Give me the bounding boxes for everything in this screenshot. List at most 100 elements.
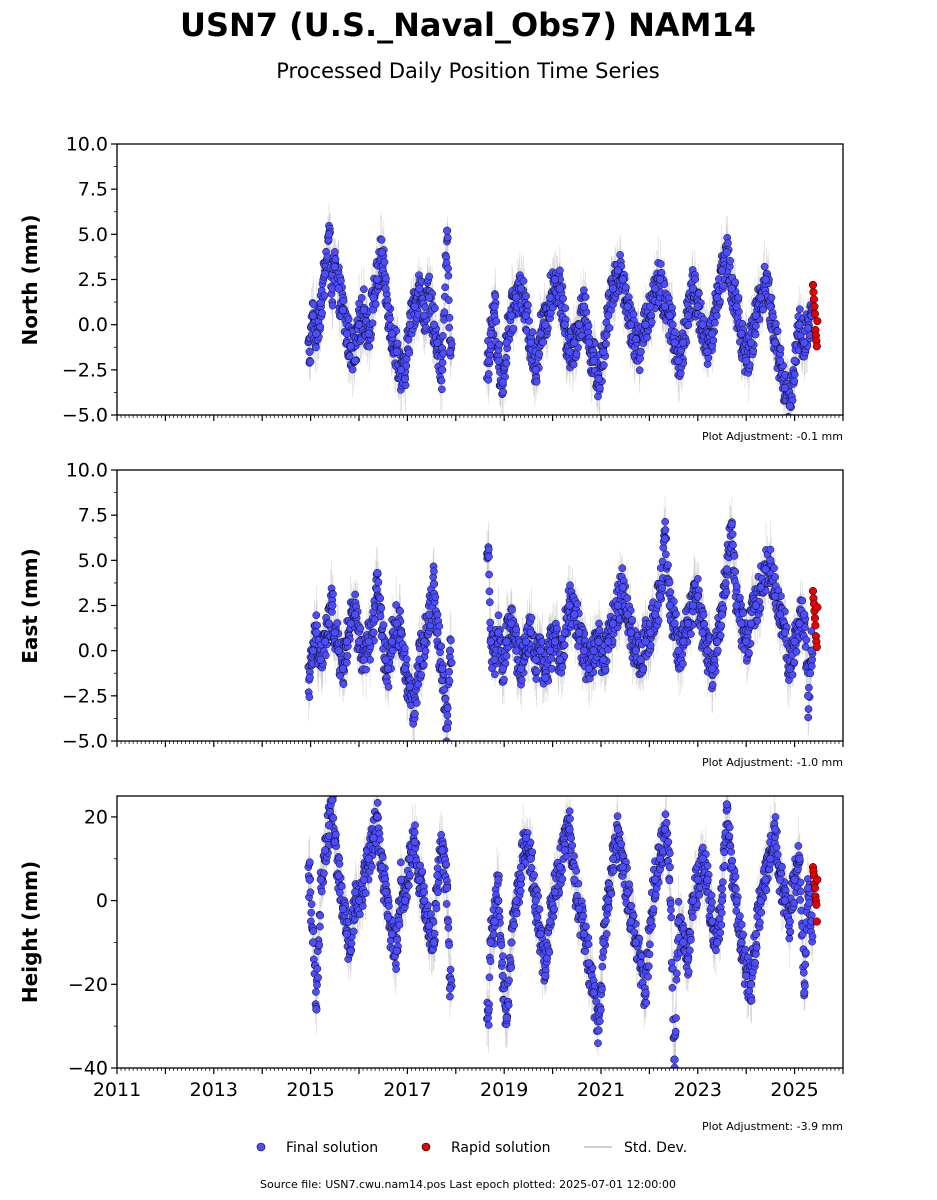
final-point	[526, 338, 535, 347]
final-point	[499, 388, 508, 396]
final-point	[484, 356, 493, 365]
final-point	[345, 352, 354, 360]
final-point	[360, 285, 368, 294]
final-point	[665, 311, 674, 320]
final-point	[717, 266, 727, 275]
final-point	[351, 356, 360, 365]
final-point	[618, 275, 627, 284]
final-point	[359, 306, 368, 315]
north-panel: North (mm) Plot Adjustment: -0.1 mm 10.0…	[18, 134, 844, 443]
final-point	[308, 311, 318, 320]
final-point	[674, 356, 683, 365]
final-point	[410, 302, 419, 311]
final-point	[316, 298, 325, 308]
final-point	[560, 641, 569, 649]
final-point	[709, 336, 718, 345]
final-point	[609, 284, 618, 293]
final-point	[599, 361, 608, 369]
final-point	[668, 320, 677, 329]
final-point	[498, 378, 507, 387]
final-point	[756, 293, 765, 302]
final-point	[414, 680, 423, 689]
final-point	[712, 311, 721, 320]
final-point	[502, 359, 511, 368]
final-point	[558, 663, 567, 671]
final-point	[769, 312, 777, 321]
final-point	[324, 230, 334, 239]
final-point	[380, 258, 389, 266]
final-point	[679, 338, 688, 347]
final-point	[369, 293, 378, 302]
final-point	[305, 347, 314, 356]
final-point	[438, 385, 446, 394]
rapid-point	[808, 280, 818, 289]
final-point	[569, 360, 578, 369]
final-point	[437, 642, 445, 651]
final-point	[759, 305, 767, 314]
final-point	[447, 636, 455, 645]
final-point	[334, 284, 343, 293]
final-point	[584, 338, 593, 347]
final-point	[724, 239, 732, 247]
final-point	[512, 293, 521, 302]
final-point	[348, 365, 357, 374]
final-point	[421, 303, 430, 312]
final-point	[374, 578, 383, 587]
final-point	[561, 304, 570, 312]
final-point	[684, 311, 693, 320]
final-point	[494, 356, 503, 365]
final-point	[790, 377, 799, 385]
final-point	[626, 320, 636, 329]
final-point	[772, 319, 780, 328]
final-point	[316, 323, 325, 331]
final-point	[760, 262, 769, 271]
final-point	[376, 612, 385, 621]
final-point	[573, 600, 582, 608]
final-point	[566, 581, 574, 590]
final-point	[431, 304, 439, 313]
final-point	[539, 338, 547, 347]
final-point	[771, 338, 780, 347]
final-point	[344, 315, 353, 324]
y-axis: 10.0 7.5 5.0 2.5 0.0 −2.5 −5.0	[62, 134, 117, 427]
final-point	[636, 347, 645, 356]
final-point	[447, 340, 456, 348]
final-point	[605, 324, 614, 332]
rapid-point	[813, 317, 822, 326]
final-point	[500, 675, 508, 684]
final-point	[594, 374, 603, 383]
final-point	[575, 320, 584, 329]
final-point	[321, 270, 330, 279]
final-point	[441, 695, 450, 703]
final-point	[671, 328, 679, 336]
final-point	[776, 356, 785, 365]
final-point	[618, 564, 627, 573]
plot-area	[304, 497, 822, 741]
final-point	[507, 311, 516, 320]
final-point	[444, 296, 453, 304]
final-point	[536, 329, 545, 338]
final-point	[655, 275, 665, 284]
final-point	[535, 350, 543, 358]
y-tick-label: −5.0	[62, 405, 108, 427]
final-point	[742, 356, 751, 365]
final-point	[421, 647, 430, 655]
final-point	[442, 737, 451, 741]
final-point	[737, 329, 746, 338]
y-tick-label: 0.0	[78, 314, 108, 336]
final-point	[382, 274, 390, 283]
final-point	[579, 286, 588, 295]
final-point	[622, 283, 630, 292]
final-point	[494, 611, 503, 620]
final-point	[556, 266, 564, 275]
final-point	[346, 342, 355, 351]
final-point	[541, 320, 550, 329]
final-point	[776, 345, 785, 353]
final-point	[492, 317, 501, 326]
east-plot-adjustment: Plot Adjustment: -1.0 mm	[702, 756, 843, 769]
final-point	[761, 275, 770, 284]
final-point	[379, 621, 388, 629]
final-point	[572, 350, 581, 358]
final-point	[602, 340, 610, 348]
final-point	[393, 339, 402, 348]
